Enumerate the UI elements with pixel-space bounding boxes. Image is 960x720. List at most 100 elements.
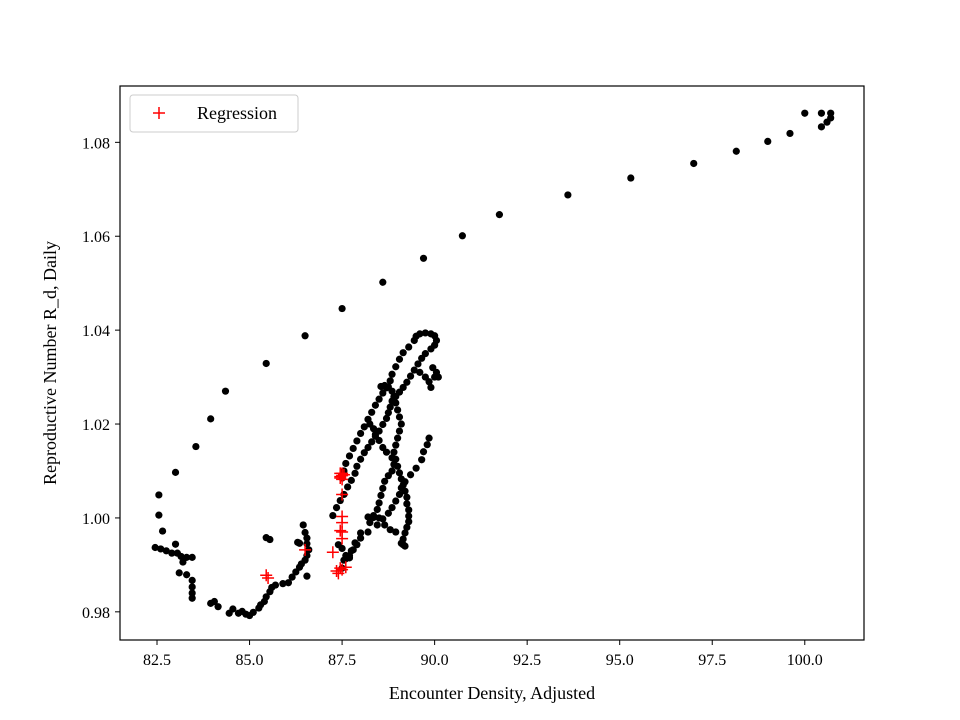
observed-point xyxy=(434,373,442,381)
observed-point xyxy=(371,401,380,409)
observed-point xyxy=(419,448,428,456)
regression-point xyxy=(334,562,347,575)
x-tick-label: 100.0 xyxy=(787,652,823,669)
observed-point xyxy=(183,553,191,561)
observed-point xyxy=(171,468,180,476)
observed-point xyxy=(192,442,200,451)
observed-point xyxy=(421,329,429,337)
observed-point xyxy=(627,174,635,182)
observed-point xyxy=(414,360,422,368)
x-axis-label: Encounter Density, Adjusted xyxy=(389,683,595,703)
observed-point xyxy=(210,597,218,606)
observed-point xyxy=(427,383,435,392)
observed-point xyxy=(364,415,372,423)
observed-point xyxy=(338,304,346,313)
observed-point xyxy=(157,545,165,553)
observed-point xyxy=(399,349,407,357)
observed-point xyxy=(366,519,374,527)
observed-point xyxy=(332,504,341,512)
observed-point xyxy=(364,513,372,521)
regression-point xyxy=(336,488,349,501)
observed-point xyxy=(421,350,429,358)
observed-point xyxy=(399,481,407,489)
observed-point xyxy=(397,475,405,483)
observed-point xyxy=(384,509,392,517)
observed-point xyxy=(388,370,396,378)
plot-area xyxy=(120,86,864,640)
observed-point xyxy=(373,505,381,514)
y-tick-label: 1.08 xyxy=(82,135,110,152)
observed-point xyxy=(406,372,415,380)
observed-point xyxy=(373,521,381,529)
observed-point xyxy=(395,469,404,477)
legend-plus-marker xyxy=(153,107,165,119)
observed-point xyxy=(375,514,383,522)
observed-point xyxy=(405,518,413,526)
observed-point xyxy=(392,441,400,449)
observed-point xyxy=(347,476,355,484)
observed-point xyxy=(356,455,365,463)
observed-point xyxy=(401,529,409,537)
observed-point xyxy=(221,387,230,395)
observed-point xyxy=(410,366,418,374)
observed-point xyxy=(379,389,387,397)
observed-point xyxy=(390,393,398,401)
observed-point xyxy=(214,603,222,611)
observed-point xyxy=(360,449,368,457)
y-tick-label: 1.04 xyxy=(82,323,110,340)
y-tick-label: 1.00 xyxy=(82,511,110,528)
observed-point xyxy=(351,469,359,477)
observed-point xyxy=(423,441,431,449)
observed-point xyxy=(271,581,280,589)
observed-point xyxy=(388,467,396,475)
observed-point xyxy=(429,364,437,372)
observed-point xyxy=(177,552,185,561)
observed-point xyxy=(392,363,400,371)
data-layer xyxy=(151,109,835,620)
observed-point xyxy=(390,448,398,456)
observed-point xyxy=(386,526,394,534)
observed-point xyxy=(379,278,387,286)
observed-point xyxy=(345,554,354,562)
y-tick-label: 0.98 xyxy=(82,605,110,622)
observed-point xyxy=(403,523,411,531)
observed-point xyxy=(382,414,391,422)
observed-point xyxy=(392,399,400,407)
regression-point xyxy=(299,543,312,556)
observed-point xyxy=(823,118,831,126)
observed-point xyxy=(294,538,302,546)
regression-point xyxy=(337,468,350,481)
observed-point xyxy=(392,497,400,505)
observed-point xyxy=(377,491,385,499)
observed-point xyxy=(288,573,296,581)
observed-point xyxy=(375,427,383,435)
observed-point xyxy=(303,572,311,580)
observed-point xyxy=(284,579,293,587)
observed-point xyxy=(368,438,376,446)
observed-point xyxy=(158,527,167,535)
observed-point xyxy=(425,434,433,442)
observed-point xyxy=(188,589,196,597)
legend-label-regression: Regression xyxy=(197,103,277,123)
observed-point xyxy=(155,511,163,519)
legend-marker-plus xyxy=(153,107,165,119)
observed-point xyxy=(395,355,404,363)
observed-point xyxy=(171,540,180,548)
observed-point xyxy=(262,593,270,601)
observed-point xyxy=(395,490,404,499)
observed-point xyxy=(801,109,809,117)
observed-point xyxy=(406,471,415,479)
observed-point xyxy=(425,378,433,386)
observed-point xyxy=(394,462,402,470)
observed-point xyxy=(384,409,392,417)
observed-point xyxy=(381,477,389,485)
observed-point xyxy=(345,452,354,460)
observed-point xyxy=(207,415,215,423)
observed-point xyxy=(379,420,387,429)
observed-point xyxy=(375,499,383,507)
observed-point xyxy=(353,462,361,470)
x-tick-label: 90.0 xyxy=(421,652,449,669)
observed-point xyxy=(418,456,426,464)
observed-point xyxy=(266,535,274,544)
observed-point xyxy=(351,539,359,547)
